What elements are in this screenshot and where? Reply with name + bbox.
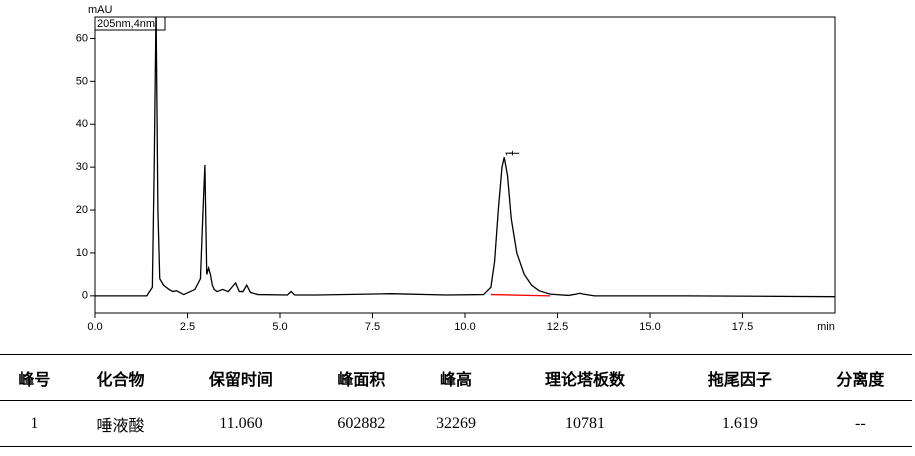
header-cell: 分离度 [808, 354, 912, 401]
header-cell: 峰号 [0, 354, 69, 401]
table-header: 峰号 化合物 保留时间 峰面积 峰高 理论塔板数 拖尾因子 分离度 [0, 354, 912, 401]
y-tick-label: 10 [76, 247, 88, 259]
table-cell: 11.060 [172, 400, 310, 447]
x-tick-label: 12.5 [547, 321, 568, 333]
y-axis-label: mAU [88, 4, 113, 16]
table-cell: 32269 [413, 400, 499, 447]
y-tick-label: 0 [82, 290, 88, 302]
header-cell: 理论塔板数 [499, 354, 672, 401]
table-cell: 1.619 [671, 400, 809, 447]
x-tick-label: 7.5 [365, 321, 380, 333]
result-table: 峰号 化合物 保留时间 峰面积 峰高 理论塔板数 拖尾因子 分离度 1 唾液酸 11.060 602… [0, 354, 912, 447]
x-tick-label: 5.0 [272, 321, 287, 333]
chart: mAU min 205nm,4nm 0.0 2.5 5.0 7.5 10.0 12.5 15… [76, 4, 836, 333]
table-cell: 1 [0, 400, 69, 447]
header-cell: 拖尾因子 [671, 354, 809, 401]
y-tick-label: 20 [76, 204, 88, 216]
table-cell: -- [808, 400, 912, 447]
x-tick-label: 10.0 [454, 321, 475, 333]
table-cell: 602882 [309, 400, 413, 447]
y-tick-label: 60 [76, 32, 88, 44]
table-cell: 10781 [499, 400, 672, 447]
table-body: 1 唾液酸 11.060 602882 32269 10781 1.619 -- [0, 400, 912, 447]
annotation: 205nm,4nm [97, 18, 155, 30]
signal-line [95, 17, 835, 298]
x-tick-label: 17.5 [732, 321, 753, 333]
signal-line [490, 293, 551, 297]
annotation-box [94, 16, 166, 31]
x-tick-label: 15.0 [639, 321, 660, 333]
y-tick-label: 50 [76, 75, 88, 87]
header-cell: 峰高 [413, 354, 499, 401]
y-tick-label: 30 [76, 161, 88, 173]
plot-area [95, 17, 835, 298]
header-cell: 保留时间 [172, 354, 310, 401]
x-tick-label: 0.0 [87, 321, 102, 333]
table-row: 1 唾液酸 11.060 602882 32269 10781 1.619 -- [0, 400, 912, 447]
y-tick-label: 40 [76, 118, 88, 130]
table-cell: 唾液酸 [68, 400, 173, 447]
x-tick-label: 2.5 [180, 321, 195, 333]
header-cell: 峰面积 [309, 354, 413, 401]
peak-label: 1 [504, 150, 516, 156]
header-cell: 化合物 [68, 354, 173, 401]
x-axis-label: min [817, 321, 835, 333]
